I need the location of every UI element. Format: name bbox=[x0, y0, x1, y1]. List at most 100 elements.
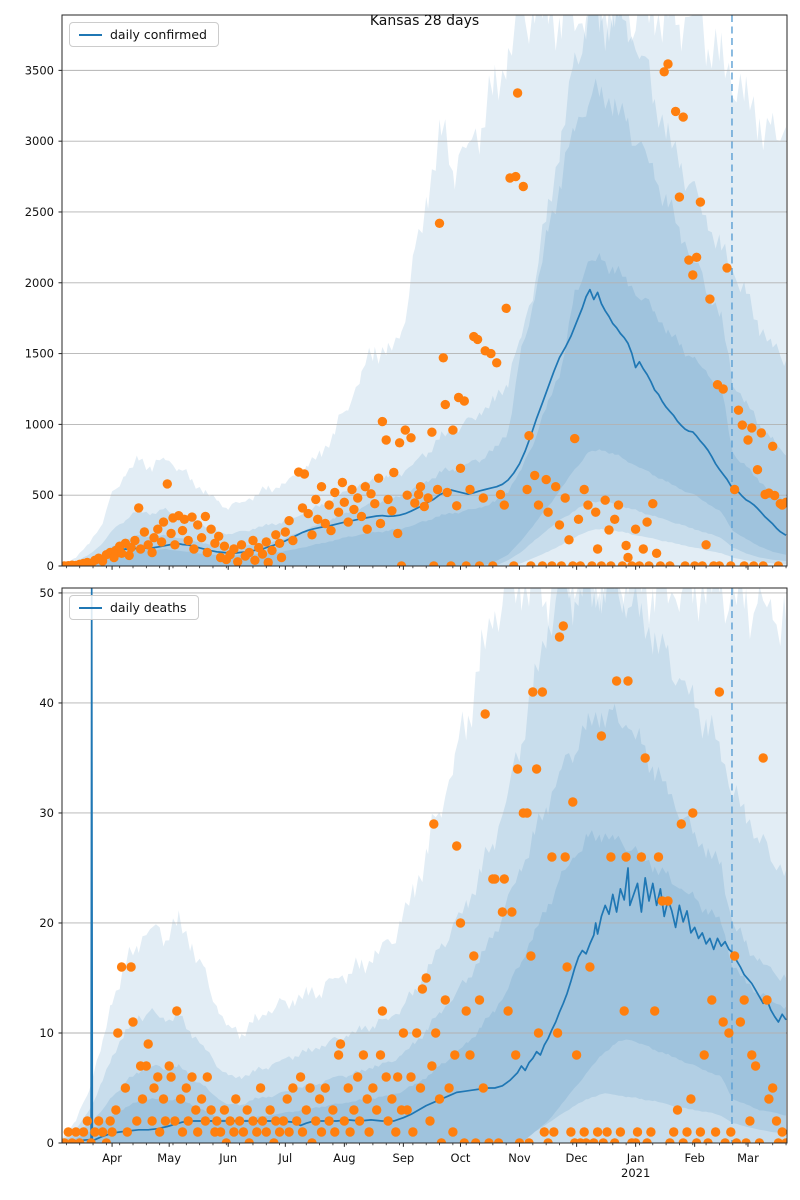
observation-dot bbox=[261, 537, 271, 547]
observation-dot bbox=[564, 535, 574, 545]
observation-dot bbox=[512, 764, 523, 774]
observation-dot bbox=[697, 561, 707, 566]
observation-dot bbox=[90, 1127, 100, 1137]
observation-dot bbox=[524, 1138, 534, 1143]
observation-dot bbox=[122, 1127, 132, 1137]
daily-confirmed-x-axis bbox=[65, 566, 787, 570]
observation-dot bbox=[257, 549, 268, 559]
observation-dot bbox=[400, 425, 410, 435]
observation-dot bbox=[177, 1127, 188, 1137]
observation-dot bbox=[328, 1105, 338, 1115]
observation-dot bbox=[193, 520, 203, 530]
y-tick-label: 1500 bbox=[25, 347, 54, 361]
observation-dot bbox=[126, 962, 136, 972]
observation-dot bbox=[423, 493, 433, 503]
observation-dot bbox=[381, 1072, 391, 1082]
observation-dot bbox=[252, 1127, 262, 1137]
observation-dot bbox=[640, 753, 650, 763]
observation-dot bbox=[488, 561, 498, 566]
x-tick-label: Nov bbox=[508, 1151, 531, 1165]
observation-dot bbox=[436, 1138, 447, 1143]
observation-dot bbox=[547, 561, 557, 566]
observation-dot bbox=[408, 1127, 418, 1137]
observation-dot bbox=[579, 484, 589, 495]
observation-dot bbox=[63, 1127, 73, 1137]
observation-dot bbox=[421, 973, 431, 983]
observation-dot bbox=[166, 1072, 176, 1082]
observation-dot bbox=[330, 487, 340, 498]
observation-dot bbox=[499, 500, 509, 510]
y-tick-label: 500 bbox=[32, 488, 54, 502]
observation-dot bbox=[387, 1094, 397, 1104]
observation-dot bbox=[432, 484, 443, 495]
y-tick-label: 20 bbox=[39, 916, 54, 930]
observation-dot bbox=[554, 632, 565, 642]
observation-dot bbox=[651, 548, 662, 558]
observation-dot bbox=[206, 524, 216, 534]
observation-dot bbox=[109, 552, 119, 563]
observation-dot bbox=[688, 808, 698, 818]
x-tick-label: Jan bbox=[626, 1151, 645, 1165]
observation-dot bbox=[179, 514, 190, 524]
observation-dot bbox=[440, 399, 450, 410]
daily-confirmed-band-core bbox=[62, 253, 787, 566]
observation-dot bbox=[526, 951, 536, 961]
observation-dot bbox=[461, 561, 471, 566]
daily-confirmed-axes-frame bbox=[61, 14, 788, 567]
observation-dot bbox=[295, 1072, 306, 1082]
observation-dot bbox=[531, 764, 542, 774]
observation-dot bbox=[735, 1017, 746, 1027]
observation-dot bbox=[135, 544, 146, 554]
observation-dot bbox=[501, 303, 511, 313]
observation-dot bbox=[402, 490, 412, 500]
observation-dot bbox=[282, 1094, 292, 1104]
observation-dot bbox=[507, 907, 517, 917]
observation-dot bbox=[139, 527, 150, 537]
observation-dot bbox=[650, 1006, 660, 1016]
observation-dot bbox=[387, 506, 397, 516]
observation-dot bbox=[406, 1072, 416, 1082]
observation-dot bbox=[307, 1138, 317, 1143]
observation-dot bbox=[478, 1083, 488, 1093]
y-tick-label: 10 bbox=[39, 1026, 54, 1040]
legend-label-confirmed: daily confirmed bbox=[110, 27, 207, 42]
observation-dot bbox=[132, 1116, 142, 1126]
observation-dot bbox=[465, 1050, 475, 1060]
observation-dot bbox=[396, 561, 407, 566]
observation-dot bbox=[305, 1083, 315, 1093]
observation-dot bbox=[349, 1105, 359, 1115]
observation-dot bbox=[175, 1094, 186, 1104]
legend-line-sample-confirmed bbox=[79, 33, 102, 36]
observation-dot bbox=[733, 405, 744, 415]
observation-dot bbox=[311, 1116, 321, 1126]
observation-dot bbox=[541, 474, 551, 485]
observation-dot bbox=[478, 493, 488, 503]
legend-label-deaths: daily deaths bbox=[110, 600, 187, 615]
observation-dot bbox=[187, 1072, 197, 1082]
observation-dot bbox=[530, 470, 540, 481]
observation-dot bbox=[722, 263, 732, 273]
observation-dot bbox=[393, 528, 403, 539]
observation-dot bbox=[269, 1138, 279, 1143]
observation-dot bbox=[62, 1138, 70, 1143]
y-tick-label: 2000 bbox=[25, 276, 54, 290]
observation-dot bbox=[600, 495, 610, 505]
observation-dot bbox=[560, 493, 570, 503]
observation-dot bbox=[299, 469, 310, 479]
observation-dot bbox=[375, 518, 386, 529]
observation-dot bbox=[642, 517, 652, 527]
observation-dot bbox=[210, 538, 220, 548]
observation-dot bbox=[596, 731, 607, 741]
observation-dot bbox=[274, 538, 285, 548]
daily-confirmed-y-axis: 0 500 1000 1500 2000 2500 3000 3500 bbox=[25, 63, 62, 573]
observation-dot bbox=[781, 1138, 787, 1143]
x-tick-label: Jul bbox=[277, 1151, 292, 1165]
observation-dot bbox=[522, 484, 532, 495]
observation-dot bbox=[229, 544, 239, 554]
observation-dot bbox=[606, 561, 616, 566]
observation-dot bbox=[67, 1138, 77, 1143]
observation-dot bbox=[526, 561, 536, 566]
y-tick-label: 2500 bbox=[25, 205, 54, 219]
observation-dot bbox=[263, 557, 273, 566]
